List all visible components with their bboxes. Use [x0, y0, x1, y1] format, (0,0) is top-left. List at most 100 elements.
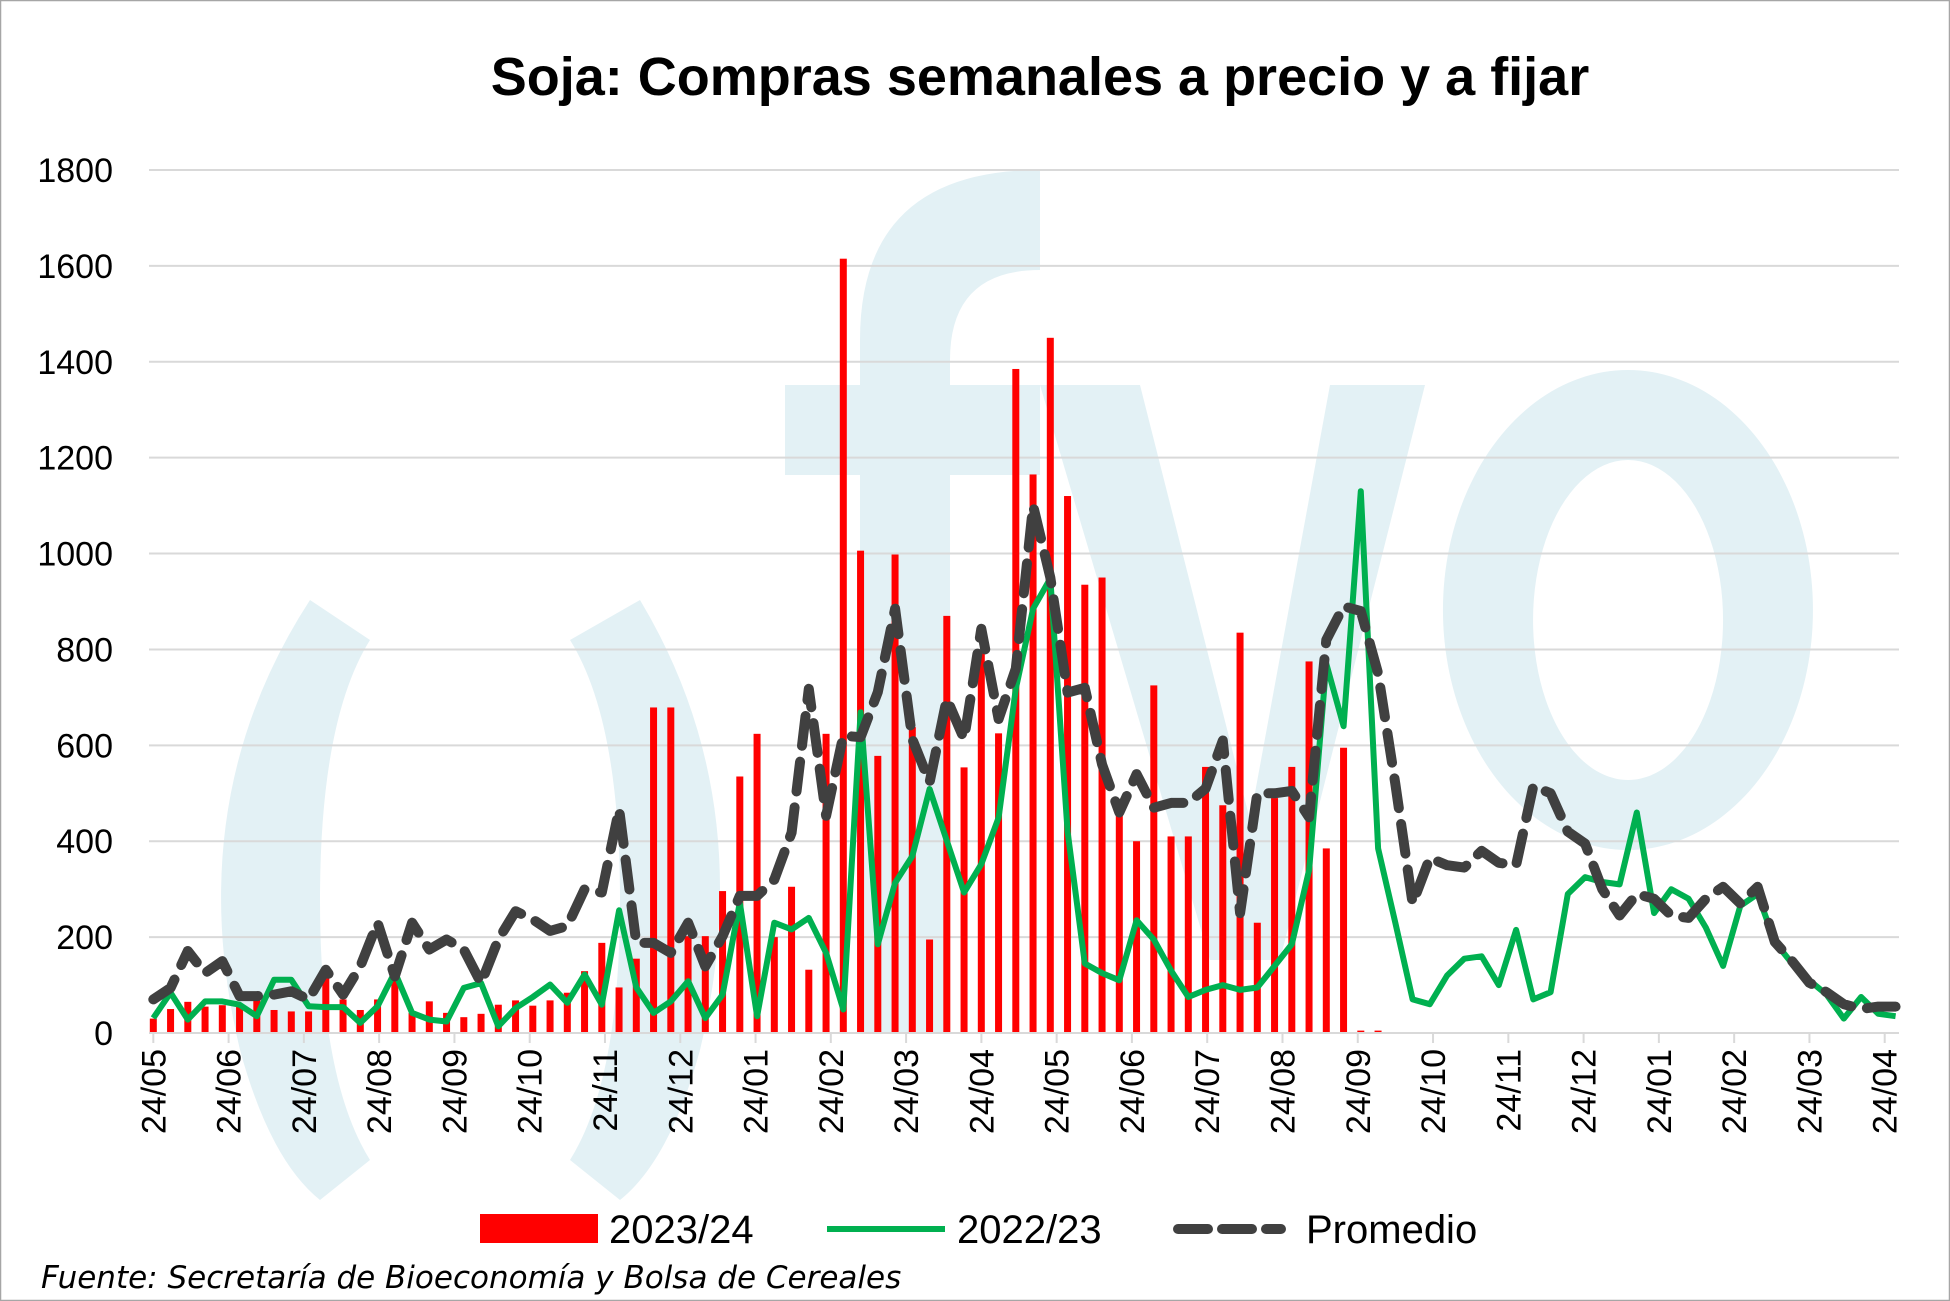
bar-2023-24	[701, 936, 709, 1033]
x-tick-label: 24/09	[436, 1049, 474, 1134]
y-tick-label: 400	[56, 823, 113, 861]
bar-2023-24	[408, 1012, 416, 1033]
bar-2023-24	[1253, 922, 1261, 1033]
bar-2023-24	[1150, 685, 1158, 1033]
bar-2023-24	[1202, 766, 1210, 1033]
x-tick-label: 24/06	[211, 1049, 249, 1134]
bar-2023-24	[391, 965, 399, 1033]
bar-2023-24	[1064, 496, 1072, 1033]
y-tick-label: 1000	[37, 536, 113, 574]
bar-2023-24	[477, 1013, 485, 1033]
bar-2023-24	[857, 550, 865, 1033]
bar-2023-24	[1288, 766, 1296, 1033]
bar-2023-24	[995, 733, 1003, 1033]
legend-item-promedio[interactable]: Promedio	[1173, 1208, 1477, 1252]
x-tick-label: 24/08	[361, 1049, 399, 1134]
chart-title: Soja: Compras semanales a precio y a fij…	[491, 47, 1589, 107]
x-tick-label: 24/05	[135, 1049, 173, 1134]
bar-2023-24	[805, 969, 813, 1033]
bar-2023-24	[339, 999, 347, 1033]
bar-2023-24	[753, 733, 761, 1033]
bar-2023-24	[1340, 747, 1348, 1033]
bar-2023-24	[908, 727, 916, 1033]
x-tick-label: 24/07	[1189, 1049, 1227, 1134]
bar-2023-24	[615, 987, 623, 1033]
x-tick-label: 24/12	[662, 1049, 700, 1134]
bar-2023-24	[960, 767, 968, 1033]
bar-2023-24	[943, 615, 951, 1033]
bar-2023-24	[788, 886, 796, 1033]
bar-2023-24	[1219, 805, 1227, 1033]
bar-2023-24	[667, 707, 675, 1033]
x-tick-label: 24/04	[1867, 1049, 1905, 1134]
bar-2023-24	[1322, 848, 1330, 1033]
bar-2023-24	[1167, 836, 1175, 1033]
source-note: Fuente: Secretaría de Bioeconomía y Bols…	[41, 1260, 901, 1296]
bar-2023-24	[529, 1005, 537, 1033]
x-tick-label: 24/09	[1340, 1049, 1378, 1134]
bar-2023-24	[1357, 1030, 1365, 1033]
watermark-arc-left	[221, 600, 370, 1200]
bar-2023-24	[926, 939, 934, 1033]
bar-2023-24	[719, 891, 727, 1033]
legend-swatch-bars	[480, 1214, 598, 1243]
legend-label: Promedio	[1306, 1208, 1477, 1252]
bar-2023-24	[1374, 1030, 1382, 1033]
bar-2023-24	[581, 971, 589, 1033]
x-tick-label: 24/01	[1641, 1049, 1679, 1134]
y-axis-ticks: 0 200 400 600 800 1000 1200 1400 1600 1800	[37, 152, 113, 1053]
bar-2023-24	[1081, 584, 1089, 1033]
bar-2023-24	[460, 1017, 468, 1033]
series-lines	[148, 488, 1901, 1030]
bar-2023-24	[287, 1011, 295, 1033]
bar-2023-24	[322, 973, 330, 1033]
bar-2023-24	[374, 999, 382, 1033]
x-tick-label: 24/11	[587, 1049, 625, 1132]
x-tick-label: 24/04	[963, 1049, 1001, 1134]
bar-2023-24	[1271, 798, 1279, 1033]
bar-2023-24	[1184, 836, 1192, 1033]
x-tick-label: 24/12	[1566, 1049, 1604, 1134]
legend-item-2022-23[interactable]: 2022/23	[827, 1208, 1102, 1252]
x-tick-label: 24/11	[1490, 1049, 1528, 1132]
x-tick-label: 24/03	[1791, 1049, 1829, 1134]
x-tick-label: 24/10	[512, 1049, 550, 1134]
bar-2023-24	[632, 958, 640, 1033]
y-tick-label: 600	[56, 727, 113, 765]
bar-2023-24	[305, 1011, 313, 1033]
bar-2023-24	[1046, 337, 1054, 1033]
y-tick-label: 1200	[37, 440, 113, 478]
bar-2023-24	[1098, 577, 1106, 1033]
legend-label: 2023/24	[609, 1208, 754, 1252]
x-tick-label: 24/01	[738, 1049, 776, 1134]
bar-2023-24	[201, 1006, 209, 1033]
bar-2023-24	[1133, 841, 1141, 1033]
bar-2023-24	[839, 258, 847, 1033]
watermark-f-shape	[785, 170, 1040, 1033]
y-tick-label: 800	[56, 631, 113, 669]
y-tick-label: 1800	[37, 152, 113, 190]
bar-2023-24	[270, 1009, 278, 1033]
bar-2023-24	[650, 707, 658, 1033]
bar-2023-24	[1115, 807, 1123, 1033]
bar-2023-24	[1029, 474, 1037, 1033]
x-tick-label: 24/03	[888, 1049, 926, 1134]
x-tick-label: 24/08	[1264, 1049, 1302, 1134]
bar-2023-24	[563, 992, 571, 1033]
bar-2023-24	[167, 1009, 175, 1033]
x-tick-label: 24/10	[1415, 1049, 1453, 1134]
bar-2023-24	[977, 651, 985, 1033]
watermark-arc-right	[570, 600, 720, 1200]
x-tick-label: 24/06	[1114, 1049, 1152, 1134]
bar-2023-24	[874, 755, 882, 1033]
bar-2023-24	[1236, 632, 1244, 1033]
bar-2023-24	[512, 1000, 520, 1033]
bar-2023-24	[218, 1005, 226, 1033]
watermark-v-shape	[1040, 385, 1425, 960]
legend-item-2023-24[interactable]: 2023/24	[480, 1208, 754, 1252]
x-axis-ticks: 24/05 24/06 24/07 24/08 24/09 24/10 24/11 24/12…	[135, 1032, 1905, 1134]
line-2022-23	[150, 488, 1897, 1030]
line-promedio	[148, 500, 1901, 1014]
